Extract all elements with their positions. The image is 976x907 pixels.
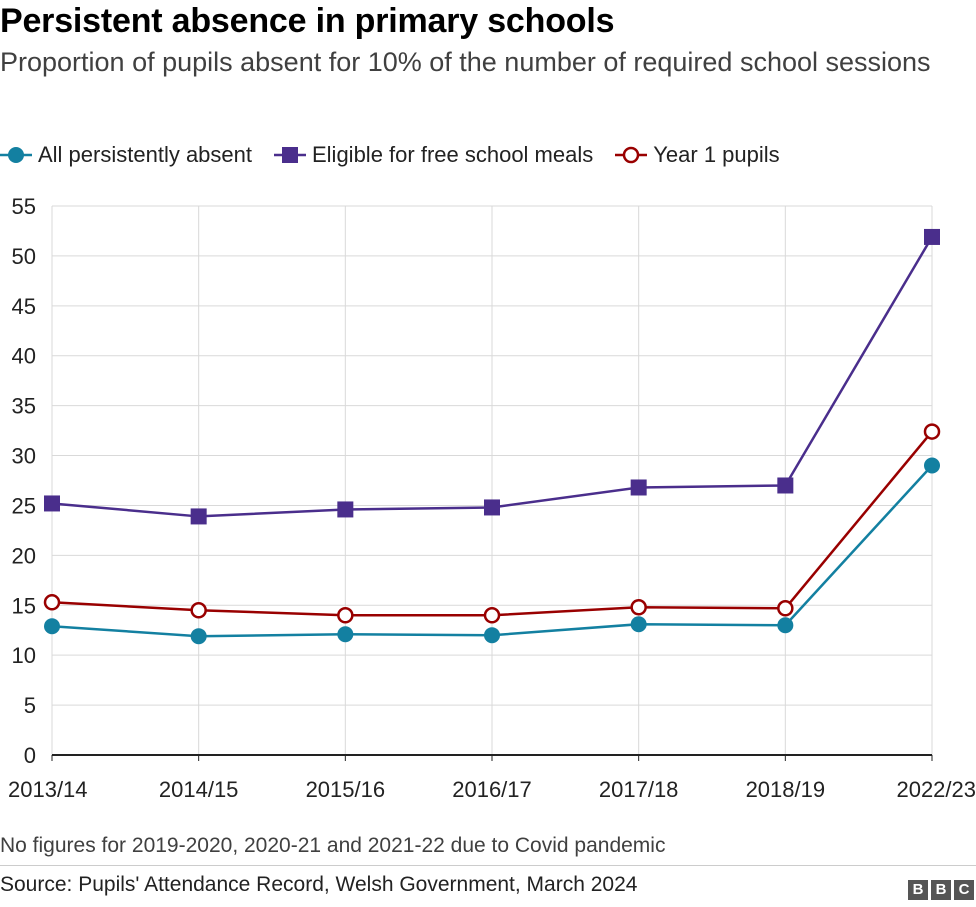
legend-label: All persistently absent	[38, 142, 252, 167]
data-point-square	[777, 477, 794, 494]
legend-item-eligible-for-free-school-meals: Eligible for free school meals	[274, 142, 593, 168]
data-point-circle	[777, 617, 794, 634]
data-point-square	[190, 508, 207, 525]
data-point-square	[484, 499, 500, 516]
y-tick-label: 35	[12, 394, 36, 419]
y-tick-label: 15	[12, 593, 36, 618]
legend-marker-open-circle-icon	[615, 146, 648, 164]
data-point-open-circle	[483, 607, 501, 624]
chart-title: Persistent absence in primary schools	[0, 2, 615, 40]
bbc-logo: B B C	[908, 880, 974, 900]
y-tick-label: 40	[12, 344, 36, 369]
bbc-logo-letter: B	[908, 880, 928, 900]
data-point-open-circle	[337, 607, 354, 624]
data-point-circle	[924, 457, 940, 474]
data-point-square	[924, 228, 940, 245]
source-note: Source: Pupils' Attendance Record, Welsh…	[0, 873, 638, 896]
data-point-circle	[190, 628, 207, 645]
x-tick-label: 2022/23	[896, 777, 976, 802]
y-tick-label: 55	[12, 194, 36, 219]
data-point-open-circle	[923, 423, 941, 440]
data-point-circle	[337, 626, 354, 643]
data-point-square	[630, 479, 647, 496]
data-point-open-circle	[43, 594, 61, 611]
y-tick-label: 45	[12, 294, 36, 319]
y-tick-label: 30	[12, 444, 36, 469]
chart-subtitle: Proportion of pupils absent for 10% of t…	[0, 47, 931, 77]
legend-label: Eligible for free school meals	[312, 142, 594, 167]
data-point-circle	[484, 627, 500, 644]
bbc-logo-letter: C	[954, 880, 974, 900]
data-point-open-circle	[190, 602, 207, 619]
data-point-circle	[44, 618, 60, 635]
line-chart: 0 5 10 15 20 25 30 35 40 45 50 55 2013/14 2014/15 2015…	[8, 194, 976, 802]
y-tick-label: 20	[12, 543, 36, 568]
legend-item-all-persistently-absent: All persistently absent	[0, 142, 252, 168]
x-tick-label: 2018/19	[746, 777, 826, 802]
y-tick-label: 50	[12, 244, 36, 269]
legend-marker-circle-icon	[0, 147, 32, 163]
y-tick-label: 5	[24, 693, 36, 718]
data-point-circle	[630, 616, 647, 633]
y-tick-label: 0	[24, 743, 36, 768]
data-point-open-circle	[777, 600, 794, 617]
legend-label: Year 1 pupils	[653, 142, 780, 167]
footnote: No figures for 2019-2020, 2020-21 and 20…	[0, 834, 666, 857]
legend: All persistently absent Eligible for fre…	[0, 140, 802, 170]
x-tick-label: 2013/14	[8, 777, 88, 802]
data-point-open-circle	[630, 599, 647, 616]
footer-divider	[0, 865, 976, 866]
y-tick-label: 25	[12, 493, 36, 518]
x-tick-label: 2014/15	[159, 777, 239, 802]
data-point-square	[44, 495, 60, 512]
bbc-logo-letter: B	[931, 880, 951, 900]
legend-item-year-1-pupils: Year 1 pupils	[615, 142, 780, 168]
x-tick-label: 2016/17	[452, 777, 532, 802]
data-point-square	[337, 501, 354, 518]
x-tick-label: 2015/16	[306, 777, 386, 802]
x-tick-label: 2017/18	[599, 777, 679, 802]
y-tick-label: 10	[12, 643, 36, 668]
legend-marker-square-icon	[274, 147, 306, 163]
